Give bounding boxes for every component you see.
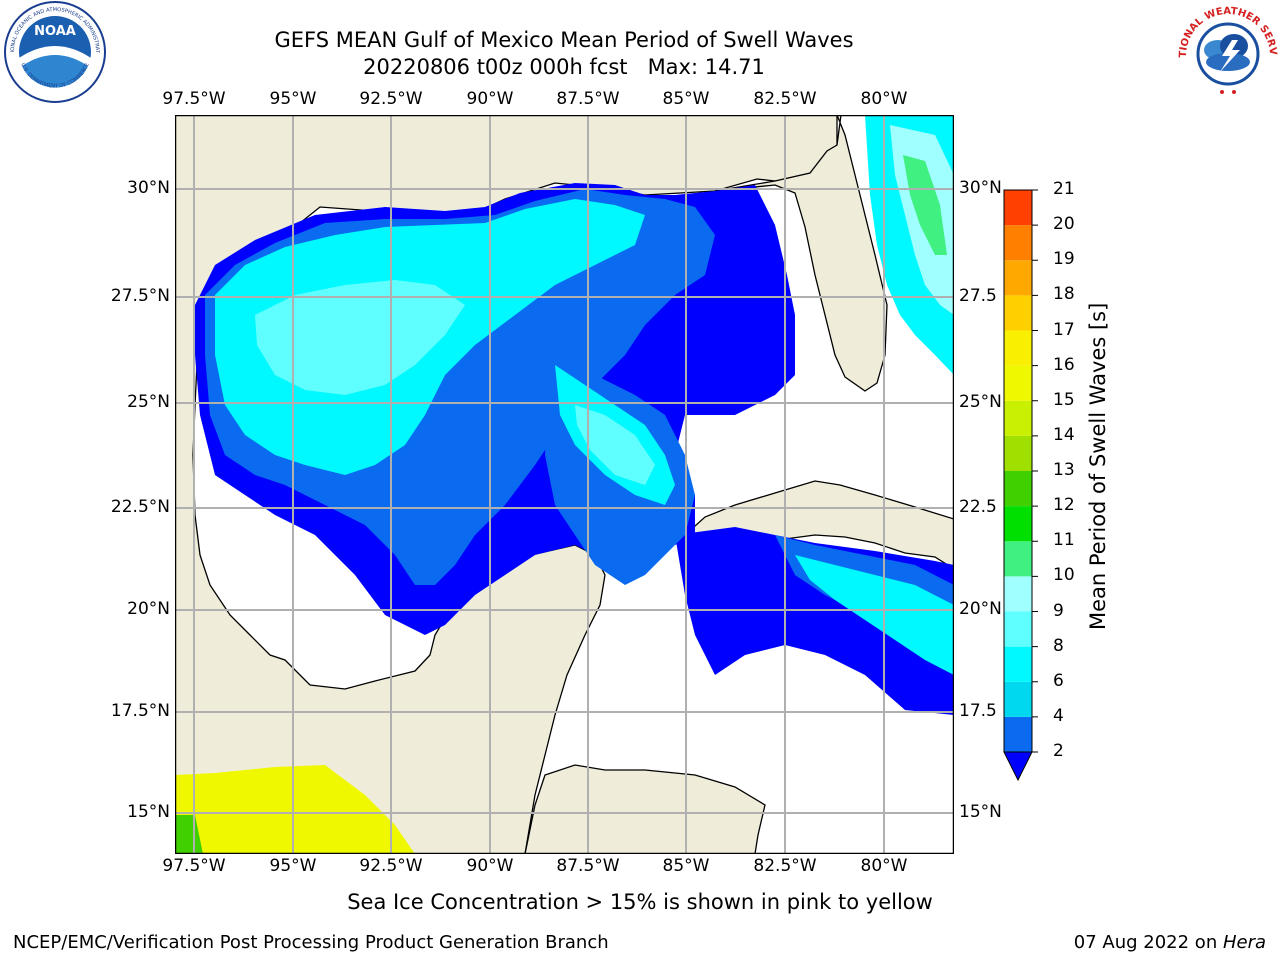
noaa-logo-text: NOAA bbox=[34, 24, 76, 39]
contour-pacific bbox=[175, 765, 415, 854]
footer-date: 07 Aug 2022 on Hera bbox=[1074, 932, 1266, 953]
lon-tick-bottom: 97.5°W bbox=[162, 856, 226, 876]
lat-tick-right: 15°N bbox=[959, 802, 1002, 822]
lon-tick-top: 92.5°W bbox=[359, 89, 423, 109]
colorbar-band bbox=[1004, 506, 1032, 542]
gridlines bbox=[175, 115, 954, 854]
lon-tick-top: 80°W bbox=[860, 89, 908, 109]
footer-machine: Hera bbox=[1222, 932, 1266, 953]
colorbar-tick-label: 11 bbox=[1053, 530, 1075, 551]
colorbar-tick-label: 2 bbox=[1053, 741, 1064, 761]
colorbar-band bbox=[1004, 225, 1032, 261]
colorbar-svg bbox=[1003, 189, 1038, 782]
colorbar-tick-label: 14 bbox=[1053, 424, 1075, 445]
map-frame bbox=[174, 114, 955, 855]
contour-pacific-green bbox=[175, 815, 203, 854]
colorbar-tick-label: 10 bbox=[1053, 565, 1075, 586]
lat-tick-left: 20°N bbox=[127, 599, 170, 619]
colorbar-tick-label: 15 bbox=[1053, 389, 1075, 410]
colorbar-band bbox=[1004, 260, 1032, 296]
colorbar-tick-label: 13 bbox=[1053, 460, 1075, 480]
lat-tick-left: 30°N bbox=[127, 178, 170, 198]
lat-tick-right: 30°N bbox=[959, 178, 1002, 198]
colorbar-tick-label: 4 bbox=[1053, 705, 1064, 726]
lat-tick-right: 27.5 bbox=[959, 286, 997, 306]
contour-level-6-c bbox=[795, 555, 954, 675]
colorbar-tick-label: 9 bbox=[1053, 600, 1064, 621]
lon-tick-bottom: 90°W bbox=[466, 856, 514, 876]
colorbar-tick-label: 20 bbox=[1053, 214, 1075, 235]
lon-tick-bottom: 87.5°W bbox=[556, 856, 620, 876]
colorbar-tick-label: 16 bbox=[1053, 354, 1075, 375]
lat-tick-right: 22.5 bbox=[959, 497, 997, 517]
colorbar-label: Mean Period of Swell Waves [s] bbox=[1086, 302, 1110, 630]
lat-tick-right: 20°N bbox=[959, 599, 1002, 619]
colorbar-band bbox=[1004, 611, 1032, 647]
colorbar-tick-label: 17 bbox=[1053, 319, 1075, 340]
lat-tick-left: 25°N bbox=[127, 392, 170, 412]
lat-tick-right: 25°N bbox=[959, 392, 1002, 412]
lat-tick-left: 27.5°N bbox=[110, 286, 170, 306]
lon-tick-top: 90°W bbox=[466, 89, 514, 109]
contour-atlantic-peak bbox=[903, 155, 947, 255]
colorbar-band bbox=[1004, 435, 1032, 471]
nws-logo: NATIONAL WEATHER SERVICE bbox=[1172, 0, 1280, 104]
colorbar-tick-label: 12 bbox=[1053, 495, 1075, 516]
map-panel bbox=[174, 114, 955, 855]
lat-tick-right: 17.5 bbox=[959, 701, 997, 721]
colorbar-band bbox=[1004, 541, 1032, 577]
lon-tick-top: 85°W bbox=[662, 89, 710, 109]
lon-tick-top: 97.5°W bbox=[162, 89, 226, 109]
lat-tick-left: 22.5°N bbox=[110, 497, 170, 517]
lon-tick-top: 82.5°W bbox=[753, 89, 817, 109]
lon-tick-top: 95°W bbox=[269, 89, 317, 109]
colorbar-band bbox=[1004, 681, 1032, 717]
lon-tick-top: 87.5°W bbox=[556, 89, 620, 109]
lon-tick-bottom: 95°W bbox=[269, 856, 317, 876]
lon-tick-bottom: 85°W bbox=[662, 856, 710, 876]
lat-tick-left: 15°N bbox=[127, 802, 170, 822]
colorbar-tick-label: 21 bbox=[1053, 179, 1075, 199]
lat-tick-left: 17.5°N bbox=[110, 701, 170, 721]
colorbar-band bbox=[1004, 330, 1032, 366]
colorbar-tick-label: 6 bbox=[1053, 670, 1064, 691]
contour-level-8-b bbox=[575, 405, 655, 485]
sea-ice-note: Sea Ice Concentration > 15% is shown in … bbox=[347, 890, 933, 914]
map-svg bbox=[174, 114, 955, 855]
chart-title: GEFS MEAN Gulf of Mexico Mean Period of … bbox=[274, 28, 854, 52]
footer-date-text: 07 Aug 2022 on bbox=[1073, 932, 1223, 953]
land-central-america-east bbox=[524, 764, 766, 855]
colorbar-band bbox=[1004, 190, 1032, 226]
lon-tick-bottom: 80°W bbox=[860, 856, 908, 876]
colorbar-band bbox=[1004, 400, 1032, 436]
noaa-logo: NOAA NATIONAL OCEANIC AND ATMOSPHERIC AD… bbox=[0, 0, 110, 104]
chart-subtitle: 20220806 t00z 000h fcst Max: 14.71 bbox=[363, 55, 765, 79]
colorbar-band bbox=[1004, 365, 1032, 401]
colorbar-band bbox=[1004, 716, 1032, 752]
contour-level-8 bbox=[255, 280, 465, 395]
colorbar-band bbox=[1004, 295, 1032, 331]
lon-tick-bottom: 82.5°W bbox=[753, 856, 817, 876]
colorbar-tick-label: 19 bbox=[1053, 249, 1075, 270]
colorbar-tick-label: 8 bbox=[1053, 635, 1064, 656]
colorbar-band bbox=[1004, 646, 1032, 682]
colorbar-band bbox=[1004, 576, 1032, 612]
colorbar-band bbox=[1004, 471, 1032, 507]
colorbar-under-triangle bbox=[1003, 751, 1033, 782]
footer-branch: NCEP/EMC/Verification Post Processing Pr… bbox=[13, 932, 609, 953]
colorbar bbox=[996, 180, 1056, 790]
lon-tick-bottom: 92.5°W bbox=[359, 856, 423, 876]
colorbar-tick-label: 18 bbox=[1053, 284, 1075, 305]
